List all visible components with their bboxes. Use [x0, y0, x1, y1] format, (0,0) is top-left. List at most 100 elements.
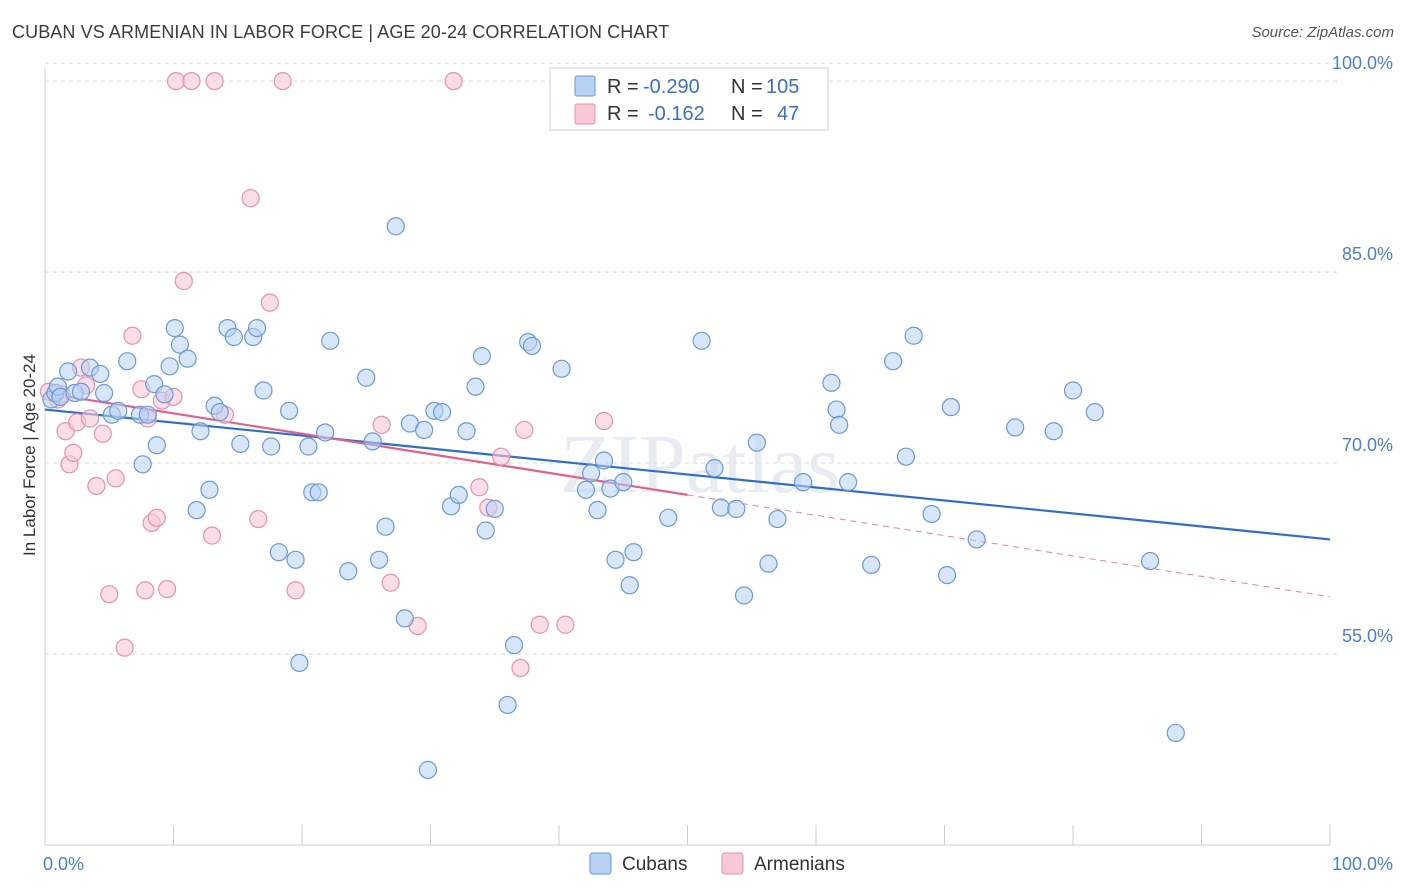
- cubans-point-96: [937, 565, 957, 585]
- y-axis-label: In Labor Force | Age 20-24: [20, 354, 39, 556]
- cubans-point-76: [624, 543, 643, 562]
- bottom-legend-cubans-label[interactable]: Cubans: [622, 854, 688, 875]
- cubans-point-50: [395, 609, 414, 628]
- cubans-point-95: [922, 504, 941, 524]
- y-tick-label-2: 85.0%: [1342, 244, 1393, 264]
- legend-armenians-r-label: R =: [607, 103, 639, 125]
- cubans-point-77: [659, 508, 678, 527]
- cubans-point-62: [485, 499, 504, 518]
- bottom-legend-armenians-label[interactable]: Armenians: [754, 854, 845, 875]
- cubans-point-43: [321, 331, 340, 350]
- cubans-point-33: [254, 381, 273, 400]
- cubans-point-52: [414, 420, 434, 440]
- armenians-point-5: [64, 443, 83, 462]
- cubans-point-20: [165, 318, 184, 338]
- armenians-point-26: [182, 71, 201, 91]
- axes: [44, 68, 1331, 846]
- cubans-point-18: [155, 385, 174, 404]
- legend-armenians-n-label: N =: [731, 103, 763, 125]
- legend-armenians-r-value: -0.162: [648, 103, 705, 125]
- cubans-point-34: [262, 437, 281, 456]
- cubans-point-9: [95, 383, 114, 403]
- cubans-point-90: [839, 473, 858, 492]
- cubans-point-49: [386, 217, 405, 236]
- source-label: Source: ZipAtlas.com: [1251, 24, 1394, 41]
- cubans-point-42: [316, 423, 335, 442]
- cubans-point-99: [1006, 418, 1025, 437]
- legend-cubans-swatch: [574, 75, 596, 97]
- cubans-point-11: [109, 401, 128, 420]
- stats-legend: R = -0.290 N = 105 R = -0.162 N = 47: [549, 67, 829, 131]
- cubans-point-103: [1140, 551, 1160, 571]
- cubans-point-93: [896, 447, 916, 466]
- cubans-point-55: [432, 403, 452, 422]
- armenians-point-22: [157, 579, 177, 599]
- cubans-point-88: [827, 400, 846, 419]
- armenians-point-36: [381, 573, 400, 592]
- y-tick-label-0: 55.0%: [1342, 626, 1393, 646]
- cubans-point-8: [91, 364, 110, 384]
- cubans-point-75: [620, 576, 639, 595]
- legend-cubans-n-value: 105: [766, 76, 799, 98]
- cubans-point-85: [768, 509, 787, 529]
- armenians-point-43: [515, 420, 534, 440]
- cubans-point-68: [576, 480, 596, 499]
- cubans-point-38: [290, 653, 309, 673]
- cubans-point-25: [200, 480, 219, 499]
- armenians-point-41: [492, 447, 511, 466]
- armenians-point-15: [123, 326, 142, 345]
- bottom-legend-cubans-swatch[interactable]: [589, 852, 612, 875]
- armenians-point-12: [100, 585, 119, 604]
- armenians-point-44: [530, 615, 549, 634]
- cubans-point-66: [522, 336, 542, 356]
- cubans-point-86: [794, 473, 813, 492]
- cubans-point-21: [170, 335, 190, 354]
- cubans-point-89: [830, 415, 849, 434]
- cubans-point-57: [449, 485, 468, 504]
- cubans-point-101: [1063, 381, 1083, 400]
- legend-armenians-n-value: 47: [777, 103, 799, 125]
- cubans-point-78: [692, 331, 711, 350]
- cubans-point-36: [280, 401, 299, 420]
- cubans-point-27: [210, 403, 229, 422]
- armenians-point-35: [372, 415, 391, 434]
- cubans-point-69: [582, 464, 601, 483]
- cubans-point-102: [1085, 403, 1104, 422]
- cubans-point-14: [133, 455, 152, 474]
- armenians-point-14: [115, 638, 134, 657]
- cubans-point-24: [191, 422, 210, 441]
- armenians-point-30: [241, 189, 260, 208]
- armenians-point-27: [202, 526, 222, 545]
- cubans-point-37: [286, 550, 305, 569]
- cubans-point-19: [160, 357, 179, 376]
- chart-title: CUBAN VS ARMENIAN IN LABOR FORCE | AGE 2…: [12, 22, 670, 42]
- cubans-point-6: [71, 382, 91, 401]
- cubans-trend-line: [44, 408, 1331, 541]
- cubans-point-35: [269, 543, 288, 562]
- cubans-point-61: [476, 521, 495, 540]
- armenians-point-17: [136, 581, 155, 600]
- cubans-point-12: [118, 352, 137, 371]
- cubans-point-46: [363, 432, 382, 451]
- x-tick-label-min: 0.0%: [43, 854, 84, 874]
- cubans-point-82: [734, 586, 754, 605]
- armenians-point-45: [556, 615, 575, 634]
- armenians-point-32: [260, 293, 279, 312]
- cubans-point-58: [457, 422, 476, 441]
- cubans-point-67: [552, 359, 571, 378]
- armenians-point-13: [106, 469, 125, 488]
- legend-cubans-r-value: -0.290: [643, 76, 700, 98]
- cubans-point-48: [376, 517, 395, 536]
- cubans-point-29: [224, 327, 243, 347]
- cubans-point-45: [357, 368, 376, 387]
- bottom-legend-armenians-swatch[interactable]: [721, 852, 744, 875]
- cubans-point-64: [504, 636, 524, 655]
- cubans-point-104: [1166, 723, 1185, 743]
- legend-cubans-n-label: N =: [731, 76, 763, 98]
- cubans-point-32: [247, 318, 267, 338]
- armenians-point-46: [594, 411, 614, 431]
- armenians-point-33: [273, 71, 292, 91]
- cubans-point-79: [705, 459, 724, 478]
- cubans-point-74: [614, 473, 633, 492]
